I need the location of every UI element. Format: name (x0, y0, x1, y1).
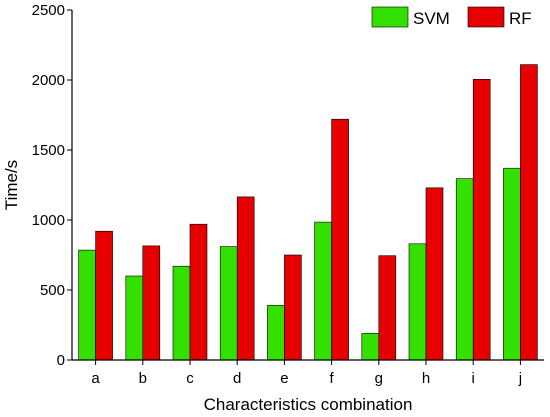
y-tick-label-2000: 2000 (32, 72, 65, 89)
bar-svm-i (455, 178, 474, 361)
x-tick-label-b: b (139, 370, 147, 387)
bar-svm-c (172, 265, 191, 361)
axes-layer (71, 10, 544, 361)
bar-svm-f (314, 221, 332, 361)
y-axis-ticks: 0 500 1000 1500 2000 2500 (32, 2, 72, 369)
bar-svm-a (78, 249, 96, 361)
bar-rf-f (331, 118, 349, 361)
legend-swatch-svm (371, 6, 409, 28)
bar-rf-h (425, 187, 444, 361)
bar-svm-g (361, 333, 380, 361)
y-tick-label-2500: 2500 (32, 2, 65, 19)
bar-rf-e (284, 254, 302, 361)
y-tick-label-1000: 1000 (32, 212, 65, 229)
x-axis-ticks: a b c d e f g h i j (91, 360, 522, 387)
bar-rf-j (520, 64, 538, 361)
bar-rf-c (189, 223, 208, 361)
bar-svm-j (503, 167, 521, 361)
bar-rf-i (472, 79, 491, 361)
x-tick-label-j: j (518, 370, 522, 387)
bar-svm-h (408, 243, 427, 361)
y-tick-label-500: 500 (40, 282, 65, 299)
x-tick-label-a: a (91, 370, 100, 387)
bar-rf-b (142, 245, 161, 361)
y-axis-title: Time/s (2, 160, 21, 210)
legend-label-rf: RF (509, 9, 532, 28)
x-tick-label-d: d (233, 370, 241, 387)
y-tick-label-0: 0 (57, 352, 65, 369)
bar-svm-e (267, 305, 285, 361)
x-tick-label-h: h (422, 370, 430, 387)
x-tick-label-g: g (375, 370, 383, 387)
bar-rf-a (95, 230, 113, 361)
legend: SVM RF (371, 6, 532, 28)
legend-label-svm: SVM (413, 9, 450, 28)
bar-rf-d (236, 196, 255, 361)
x-tick-label-f: f (330, 370, 335, 387)
x-tick-label-c: c (186, 370, 194, 387)
bar-svm-d (219, 246, 238, 361)
y-tick-label-1500: 1500 (32, 142, 65, 159)
bar-rf-g (378, 255, 397, 361)
legend-swatch-rf (467, 6, 505, 28)
bars-layer (78, 64, 538, 361)
x-tick-label-i: i (472, 370, 475, 387)
bar-svm-b (125, 275, 144, 361)
x-axis-title: Characteristics combination (204, 395, 413, 414)
x-tick-label-e: e (280, 370, 288, 387)
